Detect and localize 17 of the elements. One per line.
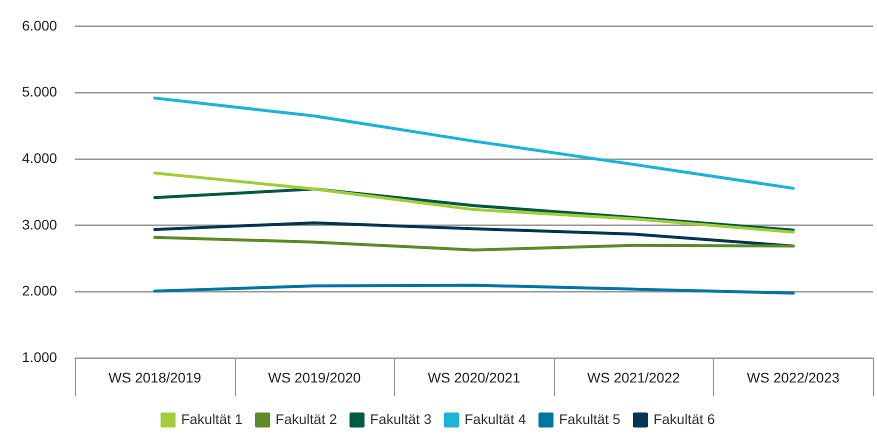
legend-label: Fakultät 5 (558, 410, 621, 427)
legend-label: Fakultät 4 (464, 410, 526, 427)
legend-label: Fakultät 2 (276, 410, 338, 427)
y-tick-label: 2.000 (22, 282, 58, 299)
x-tick-label: WS 2022/2023 (746, 369, 840, 386)
y-tick-label: 4.000 (22, 150, 58, 166)
y-tick-label: 5.000 (22, 84, 58, 100)
x-tick-label: WS 2021/2022 (587, 369, 680, 386)
y-tick-label: 6.000 (22, 17, 58, 34)
x-tick-label: WS 2018/2019 (108, 369, 202, 386)
legend-label: Fakultät 3 (370, 410, 432, 427)
legend-label: Fakultät 1 (181, 410, 243, 427)
legend-label: Fakultät 6 (653, 410, 716, 427)
x-tick-label: WS 2020/2021 (428, 369, 521, 386)
y-tick-label: 1.000 (22, 349, 58, 366)
x-tick-label: WS 2019/2020 (268, 369, 361, 386)
y-tick-label: 3.000 (22, 216, 58, 232)
